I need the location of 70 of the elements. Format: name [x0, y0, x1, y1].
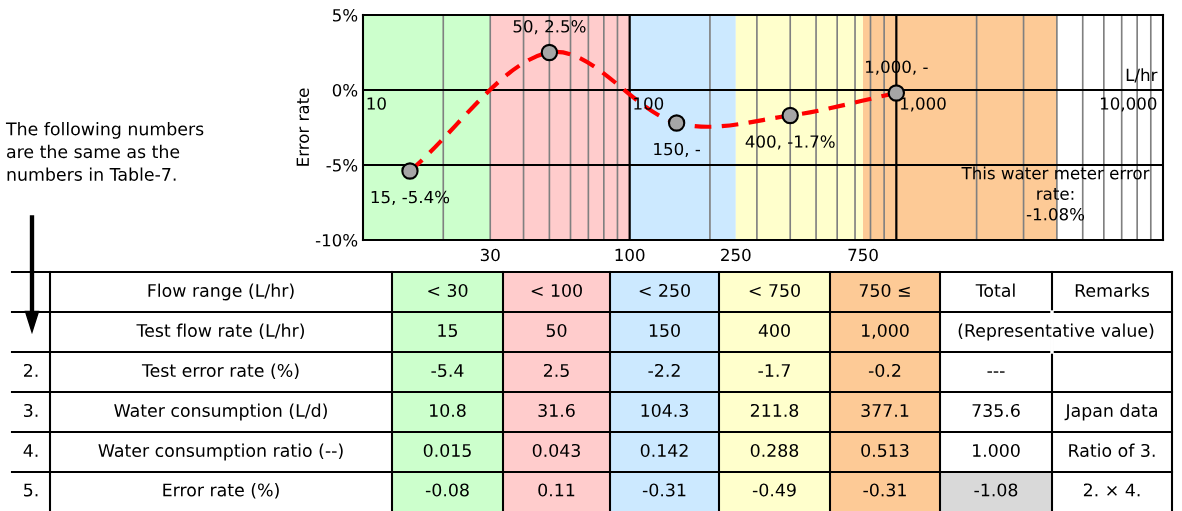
annotation: 10,000 [1100, 97, 1157, 112]
text: 1.000 [973, 443, 1020, 458]
text: -1.08 [974, 483, 1018, 497]
x-tick-label: 100 [615, 248, 645, 262]
text: Test error rate (%) [141, 363, 299, 380]
text: 10.8 [430, 403, 466, 418]
text: Error rate (%) [163, 483, 279, 499]
y-tick-label: 5% [332, 8, 358, 22]
text: 0.142 [640, 443, 688, 458]
text: 2.5 [543, 363, 569, 378]
text: -1.7 [758, 364, 790, 377]
text: -5.4 [431, 364, 464, 378]
y-tick-label: -10% [315, 233, 358, 247]
text: 5. [24, 483, 38, 497]
text: < 100 [531, 283, 582, 298]
text: 400 [758, 323, 790, 338]
text: The following numbers are the same as the numbers in Table-7. [5, 122, 204, 181]
text: 0.288 [750, 443, 799, 458]
annotation: 1,000 [900, 97, 946, 112]
y-tick-label: 0% [332, 83, 358, 97]
text: -0.08 [425, 483, 469, 497]
text: < 750 [749, 283, 800, 298]
y-axis-title: Error rate [296, 88, 310, 166]
text: < 250 [639, 283, 690, 298]
text: Flow range (L/hr) [148, 283, 294, 301]
text: 750 ≤ [859, 283, 910, 298]
data-label: 50, 2.5% [513, 20, 586, 35]
y-tick-label: -5% [326, 158, 358, 172]
x-tick-label: 30 [480, 248, 500, 262]
text: -0.31 [642, 483, 686, 497]
text: -0.49 [752, 483, 796, 497]
text: Water consumption (L/d) [114, 403, 327, 421]
text: 104.3 [641, 403, 688, 418]
text: Total [975, 283, 1015, 298]
data-label: 15, -5.4% [371, 190, 450, 206]
text: 50 [546, 323, 567, 338]
text: 3. [24, 403, 38, 418]
text: Water consumption ratio (--) [98, 443, 343, 461]
text: 0.015 [423, 443, 471, 458]
text: 15 [438, 324, 458, 338]
text: -0.31 [863, 483, 906, 497]
annotation: 10 [367, 97, 386, 110]
text: (Representative value) [958, 323, 1154, 341]
text: 0.11 [538, 483, 575, 497]
annotation: This water meter error rate: -1.08% [961, 166, 1150, 221]
x-axis-title: L/hr [1126, 68, 1158, 83]
text: 4. [23, 444, 38, 457]
text: 2. × 4. [1083, 483, 1140, 497]
text: Japan data [1064, 403, 1157, 421]
text: Test flow rate (L/hr) [136, 323, 304, 340]
text: Remarks [1075, 283, 1150, 298]
x-tick-label: 250 [721, 248, 751, 262]
text: 1,000 [862, 323, 909, 339]
text: Ratio of 3. [1069, 443, 1155, 458]
text: 0.043 [532, 443, 580, 458]
text: --- [987, 371, 1005, 373]
text: -2.2 [648, 363, 680, 377]
text: 150 [649, 323, 680, 338]
annotation: 100 [634, 97, 664, 110]
text: 211.8 [750, 403, 799, 418]
text: 735.6 [972, 403, 1020, 418]
text: < 30 [428, 283, 468, 298]
text: 2. [23, 363, 38, 377]
text: 0.513 [861, 443, 909, 458]
data-label: 400, -1.7% [745, 135, 835, 150]
annotation: 150, - [654, 142, 701, 158]
text: 31.6 [538, 403, 575, 418]
text: -0.2 [868, 363, 901, 378]
text: 377.1 [861, 403, 909, 418]
x-tick-label: 750 [848, 248, 878, 262]
